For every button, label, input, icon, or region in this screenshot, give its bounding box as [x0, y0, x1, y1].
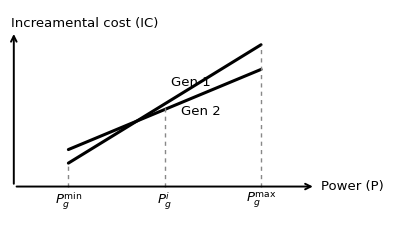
Text: $P_g^{\rm min}$: $P_g^{\rm min}$	[55, 190, 82, 212]
Text: $P_g^{i}$: $P_g^{i}$	[157, 190, 173, 212]
Text: Gen 2: Gen 2	[181, 105, 221, 118]
Text: Gen 1: Gen 1	[171, 76, 211, 89]
Text: Power (P): Power (P)	[321, 180, 384, 193]
Text: $P_g^{\rm max}$: $P_g^{\rm max}$	[246, 190, 276, 210]
Text: Increamental cost (IC): Increamental cost (IC)	[10, 17, 158, 30]
